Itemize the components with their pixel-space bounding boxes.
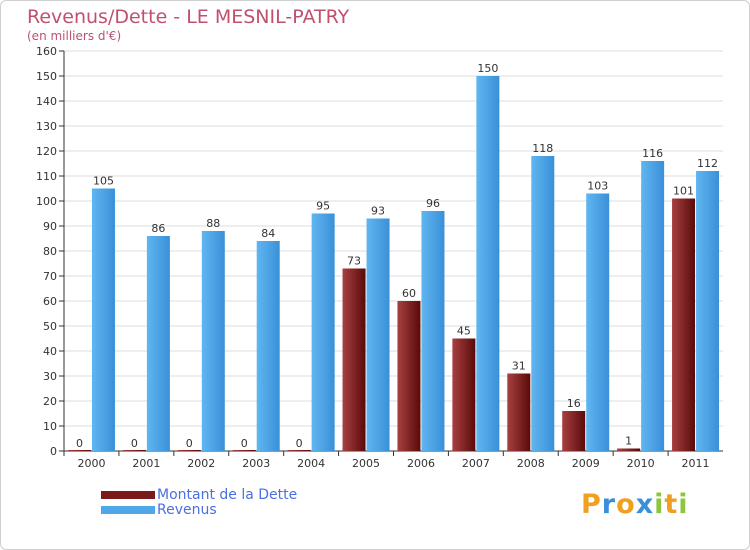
- data-label: 88: [206, 217, 220, 230]
- bar-dette: [562, 411, 586, 451]
- legend-item-dette: Montant de la Dette: [101, 486, 298, 503]
- y-tick-label: 30: [43, 370, 57, 383]
- x-tick-label: 2001: [132, 457, 160, 470]
- y-tick-label: 10: [43, 420, 57, 433]
- bar-dette: [507, 373, 531, 451]
- x-tick-label: 2000: [77, 457, 105, 470]
- y-tick-label: 70: [43, 270, 57, 283]
- bar-revenus: [696, 171, 720, 451]
- data-label: 93: [371, 205, 385, 218]
- proxiti-logo: Proxiti: [581, 489, 689, 520]
- x-tick-label: 2004: [297, 457, 325, 470]
- bar-dette: [672, 198, 696, 451]
- data-label: 86: [151, 222, 165, 235]
- legend-label-dette: Montant de la Dette: [157, 486, 298, 503]
- x-tick-label: 2002: [187, 457, 215, 470]
- logo-letter: o: [616, 489, 636, 520]
- legend-swatch-dette: [101, 490, 155, 499]
- logo-letter: t: [664, 489, 679, 520]
- data-label: 60: [402, 287, 416, 300]
- y-tick-label: 40: [43, 345, 57, 358]
- x-tick-label: 2011: [682, 457, 710, 470]
- x-tick-label: 2003: [242, 457, 270, 470]
- data-label: 73: [347, 255, 361, 268]
- bar-revenus: [586, 193, 610, 451]
- data-label: 103: [587, 180, 608, 193]
- y-tick-label: 160: [36, 45, 57, 58]
- legend-label-revenus: Revenus: [157, 501, 217, 518]
- bar-revenus: [641, 161, 665, 451]
- bar-revenus: [366, 218, 390, 451]
- bar-revenus: [256, 241, 280, 451]
- logo-letter: P: [581, 489, 602, 520]
- data-label: 0: [131, 437, 138, 450]
- bar-revenus: [201, 231, 225, 451]
- data-label: 112: [697, 157, 718, 170]
- x-tick-label: 2010: [627, 457, 655, 470]
- logo-letter: r: [601, 489, 617, 520]
- data-label: 150: [477, 62, 498, 75]
- bar-revenus: [146, 236, 170, 451]
- logo-letter: x: [635, 489, 655, 520]
- chart-title: Revenus/Dette - LE MESNIL-PATRY: [27, 6, 350, 28]
- bar-dette: [342, 268, 366, 451]
- y-tick-label: 120: [36, 145, 57, 158]
- legend-item-revenus: Revenus: [101, 501, 297, 518]
- bar-revenus: [421, 211, 445, 451]
- y-tick-label: 20: [43, 395, 57, 408]
- data-label: 0: [241, 437, 248, 450]
- bar-revenus: [476, 76, 500, 451]
- data-label: 0: [296, 437, 303, 450]
- logo-letter: i: [654, 489, 665, 520]
- y-tick-label: 80: [43, 245, 57, 258]
- bar-revenus: [91, 188, 115, 451]
- data-label: 16: [567, 397, 581, 410]
- y-tick-label: 60: [43, 295, 57, 308]
- x-tick-label: 2007: [462, 457, 490, 470]
- x-tick-label: 2008: [517, 457, 545, 470]
- y-tick-label: 90: [43, 220, 57, 233]
- x-tick-label: 2005: [352, 457, 380, 470]
- bar-dette: [67, 450, 91, 451]
- bar-revenus: [531, 156, 555, 451]
- data-label: 116: [642, 147, 663, 160]
- y-tick-label: 50: [43, 320, 57, 333]
- bar-dette: [232, 450, 256, 451]
- data-label: 0: [186, 437, 193, 450]
- data-label: 95: [316, 200, 330, 213]
- legend-swatch-revenus: [101, 505, 155, 514]
- bar-dette: [397, 301, 421, 451]
- x-tick-label: 2009: [572, 457, 600, 470]
- data-label: 45: [457, 325, 471, 338]
- data-label: 1: [625, 435, 632, 448]
- data-label: 118: [532, 142, 553, 155]
- x-tick-label: 2006: [407, 457, 435, 470]
- chart-subtitle: (en milliers d'€): [27, 29, 122, 43]
- data-label: 0: [76, 437, 83, 450]
- bar-dette: [287, 450, 311, 451]
- data-label: 31: [512, 360, 526, 373]
- data-label: 96: [426, 197, 440, 210]
- y-tick-label: 0: [50, 445, 57, 458]
- data-label: 101: [673, 185, 694, 198]
- y-tick-label: 130: [36, 120, 57, 133]
- bar-dette: [452, 338, 476, 451]
- bar-dette: [617, 448, 641, 451]
- bar-revenus: [311, 213, 335, 451]
- y-tick-label: 140: [36, 95, 57, 108]
- logo-letter: i: [678, 489, 689, 520]
- legend: Montant de la Dette Revenus: [101, 486, 298, 518]
- data-label: 84: [261, 227, 275, 240]
- y-tick-label: 110: [36, 170, 57, 183]
- y-tick-label: 100: [36, 195, 57, 208]
- y-tick-label: 150: [36, 70, 57, 83]
- bar-dette: [122, 450, 146, 451]
- data-label: 105: [93, 175, 114, 188]
- bar-dette: [177, 450, 201, 451]
